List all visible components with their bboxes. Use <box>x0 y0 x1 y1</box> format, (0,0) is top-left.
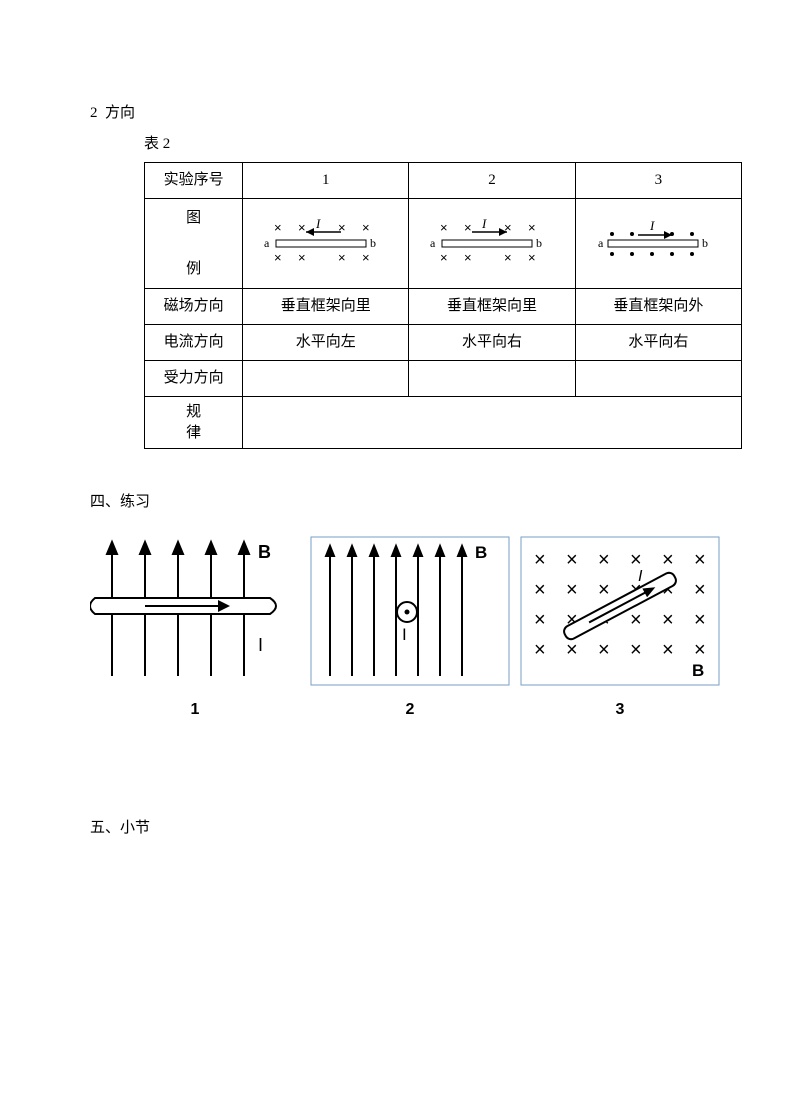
diagram-3: a b I <box>575 199 741 289</box>
svg-text:×: × <box>534 639 546 661</box>
svg-text:I: I <box>402 625 407 644</box>
exercise-row: B I 1 B I 2 × × × × × × <box>90 536 710 725</box>
cur-label: 电流方向 <box>145 325 243 361</box>
svg-text:a: a <box>264 236 270 250</box>
cur-2: 水平向右 <box>409 325 575 361</box>
svg-text:I: I <box>649 218 655 233</box>
svg-text:×: × <box>598 639 610 661</box>
svg-text:×: × <box>662 609 674 631</box>
table-force-row: 受力方向 <box>145 361 742 397</box>
force-3 <box>575 361 741 397</box>
exercise-2: B I 2 <box>310 536 510 725</box>
svg-text:B: B <box>475 543 487 562</box>
force-2 <box>409 361 575 397</box>
svg-text:×: × <box>694 609 706 631</box>
svg-text:I: I <box>258 635 263 655</box>
svg-text:×: × <box>504 250 512 265</box>
rule-cell <box>243 397 742 449</box>
svg-text:×: × <box>274 220 282 235</box>
header-c1: 1 <box>243 163 409 199</box>
svg-text:a: a <box>430 236 436 250</box>
svg-text:×: × <box>362 220 370 235</box>
table-rule-row: 规 律 <box>145 397 742 449</box>
rule-label: 规 律 <box>145 397 243 449</box>
svg-text:×: × <box>534 549 546 571</box>
svg-text:×: × <box>566 579 578 601</box>
svg-text:×: × <box>528 250 536 265</box>
diagram-row-label: 图 例 <box>145 199 243 289</box>
cur-3: 水平向右 <box>575 325 741 361</box>
section-title-text: 方向 <box>105 105 135 121</box>
svg-text:×: × <box>694 549 706 571</box>
ex-num-2: 2 <box>310 696 510 725</box>
svg-text:B: B <box>692 661 704 680</box>
svg-text:×: × <box>630 639 642 661</box>
header-c3: 3 <box>575 163 741 199</box>
summary-title: 五、小节 <box>90 815 710 842</box>
force-label: 受力方向 <box>145 361 243 397</box>
svg-text:×: × <box>630 609 642 631</box>
table-mag-row: 磁场方向 垂直框架向里 垂直框架向里 垂直框架向外 <box>145 289 742 325</box>
svg-text:×: × <box>440 250 448 265</box>
mag-2: 垂直框架向里 <box>409 289 575 325</box>
exercise-title: 四、练习 <box>90 489 710 516</box>
svg-text:b: b <box>370 236 376 250</box>
svg-text:×: × <box>298 220 306 235</box>
table-label: 表 2 <box>90 131 710 158</box>
svg-text:×: × <box>534 579 546 601</box>
svg-text:×: × <box>694 579 706 601</box>
svg-text:I: I <box>315 216 321 231</box>
exercise-1: B I 1 <box>90 536 300 725</box>
mag-1: 垂直框架向里 <box>243 289 409 325</box>
svg-text:×: × <box>662 639 674 661</box>
svg-text:×: × <box>274 250 282 265</box>
section-num: 2 <box>90 105 98 121</box>
experiment-table: 实验序号 1 2 3 图 例 × × × × × × × × a b I <box>144 162 742 449</box>
svg-text:I: I <box>638 568 643 585</box>
ex-num-3: 3 <box>520 696 720 725</box>
section-heading: 2 方向 <box>90 100 710 127</box>
svg-text:×: × <box>528 220 536 235</box>
mag-3: 垂直框架向外 <box>575 289 741 325</box>
svg-text:I: I <box>481 216 487 231</box>
svg-text:×: × <box>534 609 546 631</box>
svg-text:×: × <box>464 220 472 235</box>
svg-text:×: × <box>298 250 306 265</box>
ex-num-1: 1 <box>90 696 300 725</box>
svg-text:×: × <box>440 220 448 235</box>
table-diagram-row: 图 例 ×××× ×××× a b I ×××× ××× <box>145 199 742 289</box>
svg-text:×: × <box>598 549 610 571</box>
diagram-2: ×××× ×××× a b I <box>409 199 575 289</box>
svg-text:b: b <box>536 236 542 250</box>
table-header-row: 实验序号 1 2 3 <box>145 163 742 199</box>
svg-text:×: × <box>338 250 346 265</box>
header-expno: 实验序号 <box>145 163 243 199</box>
mag-label: 磁场方向 <box>145 289 243 325</box>
svg-text:×: × <box>464 250 472 265</box>
svg-text:×: × <box>566 639 578 661</box>
svg-text:×: × <box>362 250 370 265</box>
table-cur-row: 电流方向 水平向左 水平向右 水平向右 <box>145 325 742 361</box>
svg-text:×: × <box>598 579 610 601</box>
diagram-1: ×××× ×××× a b I <box>243 199 409 289</box>
svg-text:b: b <box>702 236 708 250</box>
cur-1: 水平向左 <box>243 325 409 361</box>
svg-text:×: × <box>566 549 578 571</box>
svg-text:×: × <box>662 549 674 571</box>
header-c2: 2 <box>409 163 575 199</box>
svg-text:a: a <box>598 236 604 250</box>
svg-text:B: B <box>258 542 271 562</box>
force-1 <box>243 361 409 397</box>
svg-text:×: × <box>694 639 706 661</box>
exercise-3: ×××××× ×××××× ×××××× ×××××× I B 3 <box>520 536 720 725</box>
